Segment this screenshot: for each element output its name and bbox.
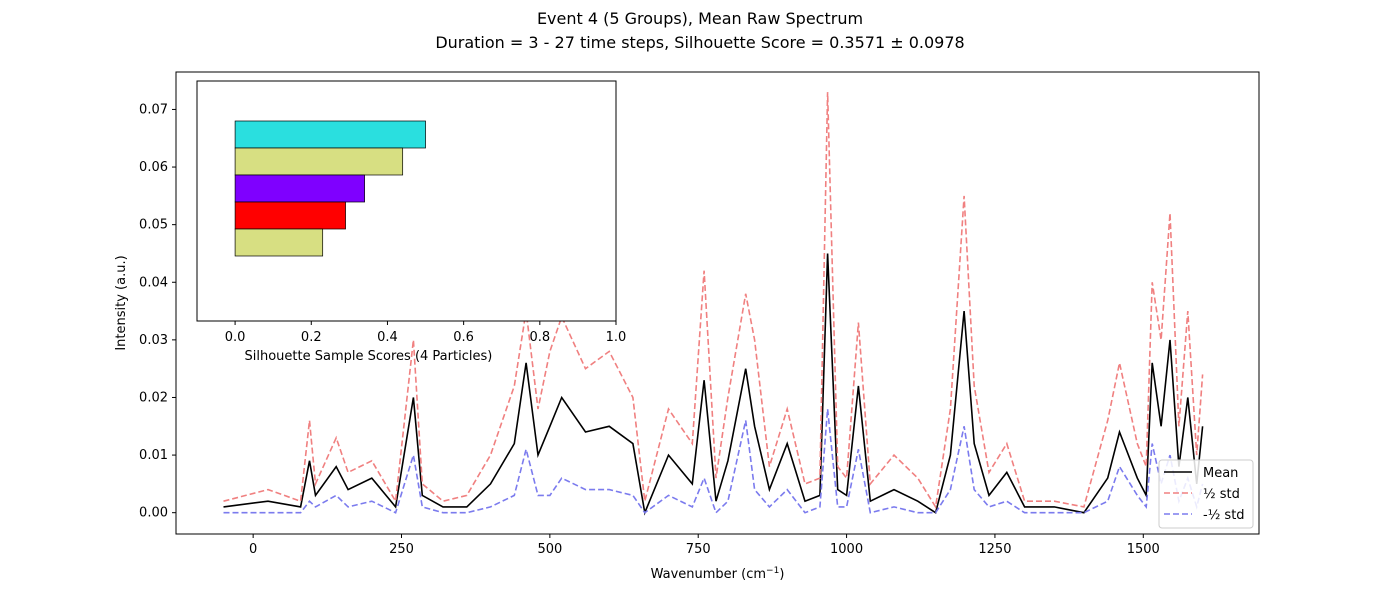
silhouette-bar — [234, 147, 404, 176]
x-tick-label: 750 — [686, 542, 711, 557]
x-tick-label: 1250 — [978, 542, 1011, 557]
silhouette-bar — [234, 174, 365, 203]
x-tick-label: 500 — [537, 542, 562, 557]
inset-x-tick-label: 0.4 — [377, 330, 398, 345]
y-tick-label: 0.01 — [139, 448, 168, 463]
y-tick-label: 0.05 — [139, 218, 168, 233]
x-tick-label: 1000 — [830, 542, 863, 557]
y-tick-label: 0.06 — [139, 160, 168, 175]
y-tick-label: 0.03 — [139, 333, 168, 348]
series-line-plus-half-std — [223, 92, 1204, 510]
x-tick-label: 250 — [389, 542, 414, 557]
y-tick-label: 0.00 — [139, 506, 168, 521]
inset-x-tick-label: 0.2 — [301, 330, 322, 345]
chart-title: Event 4 (5 Groups), Mean Raw Spectrum — [536, 9, 864, 28]
series-line-minus-half-std — [223, 408, 1204, 515]
inset-x-tick-label: 0.6 — [453, 330, 474, 345]
inset-chart: 0.0 0.2 0.4 0.6 0.8 1.0 Silhouette Sample Scor… — [196, 80, 627, 364]
y-tick-label: 0.04 — [139, 275, 168, 290]
silhouette-bar — [234, 120, 426, 149]
legend-label: ½ std — [1203, 487, 1240, 502]
silhouette-bar — [234, 201, 346, 230]
y-tick-label: 0.02 — [139, 390, 168, 405]
inset-x-tick-label: 0.0 — [225, 330, 246, 345]
legend-box — [1158, 459, 1254, 529]
plot-frame — [175, 71, 1260, 535]
chart-subtitle: Duration = 3 - 27 time steps, Silhouette… — [435, 33, 965, 52]
inset-x-tick-label: 1.0 — [606, 330, 627, 345]
legend-label: Mean — [1203, 466, 1238, 481]
inset-x-axis-label: Silhouette Sample Scores (4 Particles) — [245, 349, 493, 364]
silhouette-bar — [234, 228, 324, 257]
legend: Mean ½ std -½ std — [1158, 459, 1254, 529]
x-tick-label: 0 — [249, 542, 257, 557]
x-axis-label: Wavenumber (cm−1) — [651, 566, 785, 582]
series-line-mean — [223, 253, 1204, 516]
inset-x-tick-label: 0.8 — [529, 330, 550, 345]
x-tick-label: 1500 — [1127, 542, 1160, 557]
y-tick-label: 0.07 — [139, 102, 168, 117]
y-axis-label: Intensity (a.u.) — [114, 255, 129, 350]
legend-label: -½ std — [1203, 508, 1245, 523]
